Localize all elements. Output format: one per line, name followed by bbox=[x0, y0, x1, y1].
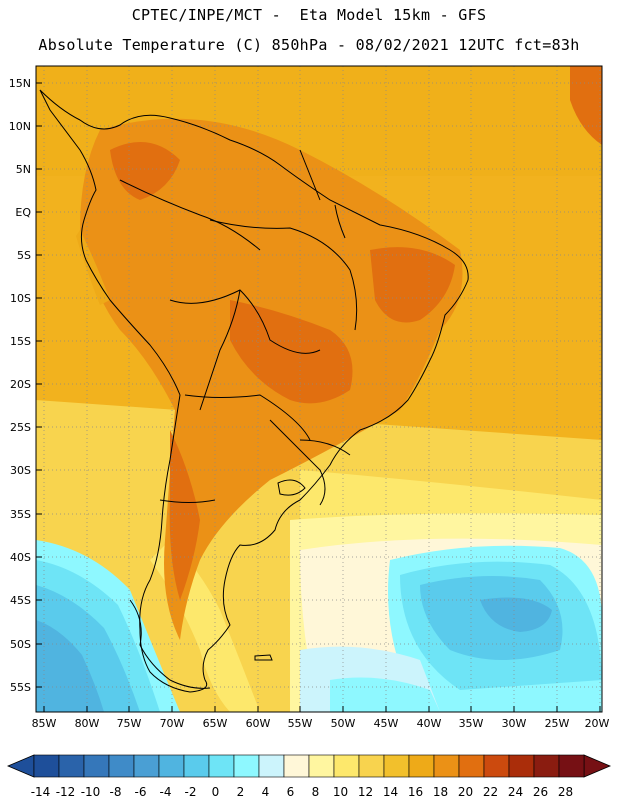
colorbar-cell bbox=[558, 754, 585, 778]
temperature-field bbox=[36, 66, 602, 712]
lat-label: 45S bbox=[10, 594, 31, 607]
colorbar-label: 4 bbox=[262, 785, 270, 799]
colorbar-cell bbox=[258, 754, 285, 778]
lon-label: 80W bbox=[75, 717, 100, 730]
colorbar-cell bbox=[433, 754, 460, 778]
colorbar-label: 16 bbox=[408, 785, 423, 799]
colorbar-cell bbox=[233, 754, 260, 778]
colorbar-cell bbox=[133, 754, 160, 778]
colorbar-label: 0 bbox=[212, 785, 220, 799]
colorbar-label: -4 bbox=[160, 785, 172, 799]
colorbar-cell bbox=[208, 754, 235, 778]
lat-label: 20S bbox=[10, 378, 31, 391]
lat-label: 25S bbox=[10, 421, 31, 434]
lat-label: 55S bbox=[10, 681, 31, 694]
lat-label: 10N bbox=[9, 120, 31, 133]
colorbar: -14 -12 -10 -8 -6 -4 -2 0 2 4 6 8 10 12 14 16 18 20 22 24 26… bbox=[6, 754, 612, 799]
lon-label: 55W bbox=[288, 717, 313, 730]
colorbar-label: -2 bbox=[185, 785, 197, 799]
colorbar-cell bbox=[408, 754, 435, 778]
longitude-labels: 85W 80W 75W 70W 65W 60W 55W 50W 45W 40W … bbox=[32, 717, 610, 730]
colorbar-cell bbox=[58, 754, 85, 778]
colorbar-cell bbox=[283, 754, 310, 778]
colorbar-cell bbox=[483, 754, 510, 778]
lon-label: 60W bbox=[246, 717, 271, 730]
lon-label: 40W bbox=[417, 717, 442, 730]
colorbar-cell bbox=[333, 754, 360, 778]
title-line-2: Absolute Temperature (C) 850hPa - 08/02/… bbox=[38, 36, 580, 54]
colorbar-cell bbox=[508, 754, 535, 778]
lat-label: 15N bbox=[9, 77, 31, 90]
colorbar-cell bbox=[83, 754, 110, 778]
colorbar-label: 28 bbox=[558, 785, 573, 799]
map-frame bbox=[35, 65, 603, 713]
latitude-labels: 15N 10N 5N EQ 5S 10S 15S 20S 25S 30S 35S… bbox=[9, 77, 32, 694]
lat-label: 35S bbox=[10, 508, 31, 521]
lat-label: 5S bbox=[17, 249, 31, 262]
colorbar-label: -8 bbox=[110, 785, 122, 799]
lat-label: 40S bbox=[10, 551, 31, 564]
lat-label: 15S bbox=[10, 335, 31, 348]
lat-label: 5N bbox=[16, 163, 31, 176]
title-line-1: CPTEC/INPE/MCT - Eta Model 15km - GFS bbox=[131, 6, 487, 24]
lon-label: 45W bbox=[374, 717, 399, 730]
lat-label: 50S bbox=[10, 638, 31, 651]
lat-label: 10S bbox=[10, 292, 31, 305]
colorbar-label: 6 bbox=[287, 785, 295, 799]
colorbar-cell bbox=[183, 754, 210, 778]
lat-label: 30S bbox=[10, 464, 31, 477]
coastlines bbox=[39, 89, 469, 693]
lon-label: 35W bbox=[459, 717, 484, 730]
colorbar-high-arrow bbox=[583, 754, 612, 778]
colorbar-low-arrow bbox=[6, 754, 35, 778]
colorbar-label: 8 bbox=[312, 785, 320, 799]
colorbar-label: -14 bbox=[31, 785, 51, 799]
colorbar-label: 2 bbox=[237, 785, 245, 799]
lon-label: 20W bbox=[585, 717, 610, 730]
colorbar-cell bbox=[33, 754, 60, 778]
axis-ticks bbox=[36, 82, 601, 712]
colorbar-label: 26 bbox=[533, 785, 548, 799]
colorbar-cell bbox=[533, 754, 560, 778]
lon-label: 30W bbox=[502, 717, 527, 730]
colorbar-cell bbox=[108, 754, 135, 778]
colorbar-label: 24 bbox=[508, 785, 523, 799]
lon-label: 70W bbox=[160, 717, 185, 730]
colorbar-cell bbox=[158, 754, 185, 778]
colorbar-label: -10 bbox=[81, 785, 101, 799]
colorbar-label: 20 bbox=[458, 785, 473, 799]
colorbar-label: 22 bbox=[483, 785, 498, 799]
colorbar-cell bbox=[358, 754, 385, 778]
lon-label: 65W bbox=[203, 717, 228, 730]
colorbar-cell bbox=[458, 754, 485, 778]
colorbar-label: -12 bbox=[56, 785, 76, 799]
colorbar-cell bbox=[383, 754, 410, 778]
lon-label: 25W bbox=[545, 717, 570, 730]
colorbar-cell bbox=[308, 754, 335, 778]
lon-label: 75W bbox=[117, 717, 142, 730]
colorbar-label: 10 bbox=[333, 785, 348, 799]
colorbar-label: 12 bbox=[358, 785, 373, 799]
lat-label: EQ bbox=[15, 206, 31, 219]
colorbar-label: -6 bbox=[135, 785, 147, 799]
lon-label: 50W bbox=[331, 717, 356, 730]
colorbar-label: 18 bbox=[433, 785, 448, 799]
colorbar-label: 14 bbox=[383, 785, 398, 799]
lon-label: 85W bbox=[32, 717, 57, 730]
